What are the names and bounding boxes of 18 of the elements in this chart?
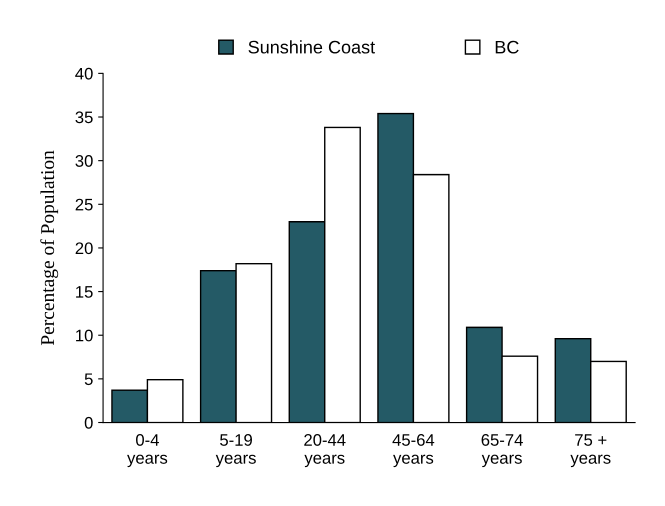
y-tick-label: 40 xyxy=(75,68,93,80)
y-tick-label: 5 xyxy=(84,373,93,386)
x-tick-label: 0-4 years xyxy=(127,434,168,468)
y-tick-label: 10 xyxy=(76,330,93,342)
y-tick-label: 20 xyxy=(76,242,93,254)
x-tick-label: 20-44 years xyxy=(304,434,346,468)
y-tick-label: 15 xyxy=(76,286,93,298)
x-tick-label: 75 + years xyxy=(570,434,611,468)
y-axis-title: Percentage of Population xyxy=(40,150,58,346)
y-tick-label: 30 xyxy=(75,155,93,167)
x-tick-label: 65-74 years xyxy=(482,434,523,468)
y-tick-label: 0 xyxy=(84,416,93,429)
legend-label: Sunshine Coast xyxy=(248,40,375,54)
legend-label: BC xyxy=(496,40,519,54)
x-tick-label: 45-64 years xyxy=(392,434,434,468)
x-tick-label: 5-19 years xyxy=(216,434,256,468)
y-tick-label: 25 xyxy=(76,198,93,210)
y-tick-label: 35 xyxy=(75,111,93,124)
